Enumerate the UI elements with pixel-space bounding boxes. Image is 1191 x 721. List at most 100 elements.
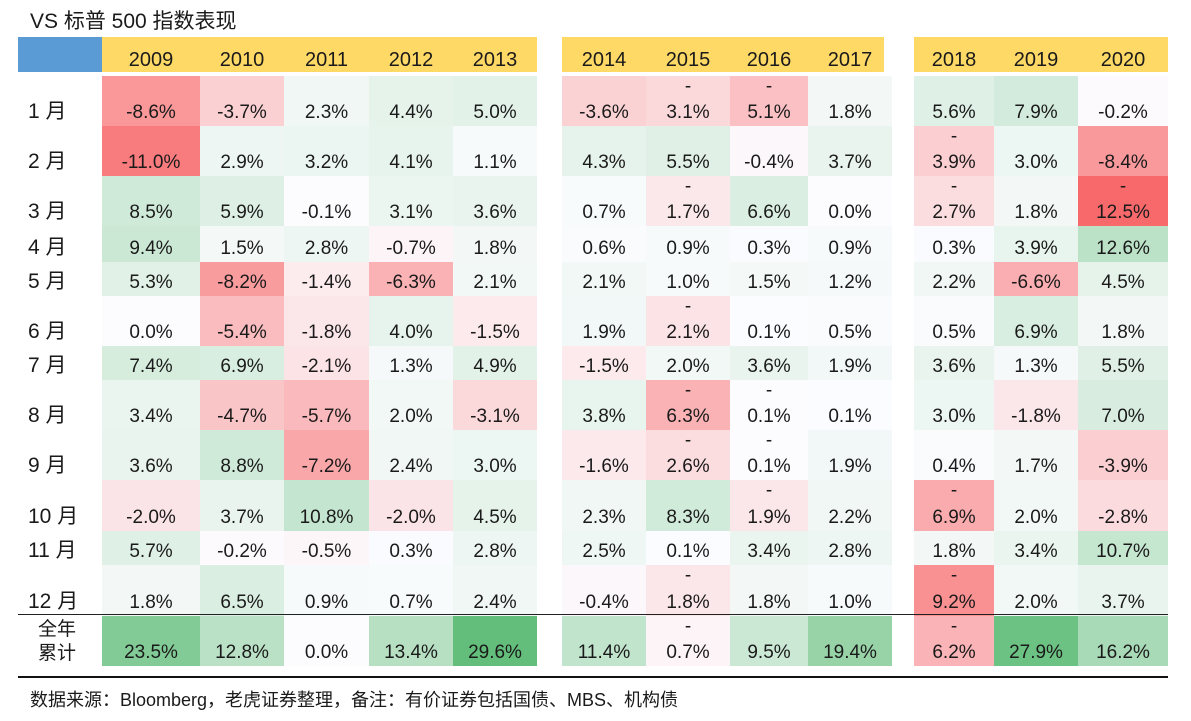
value-cell: 0.3% (369, 531, 453, 565)
value-text: 0.1% (747, 406, 791, 427)
year-header-2018: 2018 (931, 49, 977, 71)
value-cell: - 0.7% (646, 616, 730, 666)
value-cell: 0.7% (369, 565, 453, 616)
value-text: 2.9% (220, 152, 264, 173)
value-text: 5.0% (473, 102, 517, 123)
value-text: 2.3% (304, 102, 349, 123)
value-text: 2.5% (582, 541, 626, 562)
value-text: 16.2% (1096, 642, 1150, 663)
value-text: -1.4% (301, 272, 352, 293)
value-cell: 9.5% (730, 616, 808, 666)
value-text: -0.5% (301, 541, 352, 562)
value-text: 12.8% (215, 642, 269, 663)
value-text: 0.9% (828, 238, 872, 259)
value-text: 2.6% (666, 456, 710, 477)
minus-sign: - (684, 76, 692, 97)
minus-sign: - (684, 565, 692, 586)
value-text: 0.1% (747, 456, 791, 477)
value-text: 4.9% (473, 356, 517, 377)
value-cell: 8.8% (200, 430, 284, 480)
value-text: 1.8% (666, 592, 710, 613)
value-cell: 0.3% (730, 226, 808, 262)
minus-sign: - (950, 176, 958, 197)
value-cell: 2.3% (562, 480, 646, 531)
value-text: 0.0% (828, 202, 872, 223)
value-text: 1.8% (1101, 322, 1145, 343)
value-text: -8.4% (1098, 152, 1148, 173)
year-header-2020: 2020 (1100, 49, 1146, 71)
value-cell: 5.0% (453, 76, 537, 126)
value-text: 1.5% (220, 238, 264, 259)
value-cell: 2.2% (808, 480, 892, 531)
value-text: 3.9% (932, 152, 976, 173)
value-text: 0.5% (828, 322, 872, 343)
value-text: 5.9% (220, 202, 264, 223)
value-text: 6.5% (220, 592, 264, 613)
value-cell: -3.1% (453, 380, 537, 430)
value-text: 3.8% (582, 406, 626, 427)
value-text: 5.7% (129, 541, 173, 562)
source-note: 数据来源：Bloomberg，老虎证券整理，备注：有价证券包括国债、MBS、机构… (30, 690, 679, 710)
minus-sign: - (684, 176, 692, 197)
value-text: 3.1% (389, 202, 433, 223)
value-text: 2.2% (828, 507, 872, 528)
value-cell: 0.5% (914, 296, 994, 346)
value-text: 2.8% (304, 238, 349, 259)
value-cell: -0.4% (730, 126, 808, 176)
value-text: 13.4% (384, 642, 438, 663)
value-cell: 12.8% (200, 616, 284, 666)
value-text: 3.6% (932, 356, 976, 377)
value-text: 2.0% (1014, 507, 1058, 528)
year-header-bar-3 (914, 37, 1168, 72)
value-cell: 1.2% (808, 262, 892, 296)
value-text: 4.5% (473, 507, 517, 528)
minus-sign: - (765, 480, 773, 501)
value-cell: 29.6% (453, 616, 537, 666)
value-text: -0.2% (217, 541, 267, 562)
value-text: 1.8% (828, 102, 872, 123)
value-cell: 2.3% (284, 76, 369, 126)
value-cell: 5.3% (102, 262, 200, 296)
value-cell: 2.4% (453, 565, 537, 616)
value-cell: 5.7% (102, 531, 200, 565)
minus-sign: - (765, 430, 773, 451)
value-cell: -7.2% (284, 430, 369, 480)
value-text: 1.7% (666, 202, 710, 223)
value-text: 2.0% (389, 406, 433, 427)
value-cell: 1.9% (562, 296, 646, 346)
value-cell: 4.1% (369, 126, 453, 176)
value-text: 1.8% (473, 238, 517, 259)
value-cell: 6.5% (200, 565, 284, 616)
row-label-month: 4 月 (28, 236, 67, 259)
value-cell: 3.7% (200, 480, 284, 531)
value-cell: 3.7% (808, 126, 892, 176)
value-cell: 0.1% (730, 296, 808, 346)
value-text: 3.9% (1014, 238, 1058, 259)
value-cell: 2.8% (284, 226, 369, 262)
value-text: -8.2% (217, 272, 267, 293)
year-header-2014: 2014 (581, 49, 627, 71)
value-text: 3.0% (1014, 152, 1058, 173)
value-cell: 10.8% (284, 480, 369, 531)
value-text: -1.8% (301, 322, 352, 343)
value-text: 12.6% (1096, 238, 1150, 259)
value-cell: 3.9% (994, 226, 1078, 262)
value-text: 1.7% (1014, 456, 1058, 477)
minus-sign: - (1119, 176, 1127, 197)
value-cell: -3.6% (562, 76, 646, 126)
value-text: -2.8% (1098, 507, 1148, 528)
value-text: -6.3% (386, 272, 436, 293)
value-text: 5.6% (932, 102, 976, 123)
value-cell: 23.5% (102, 616, 200, 666)
year-header-bar-2 (562, 37, 884, 72)
value-cell: 1.9% (808, 346, 892, 380)
value-text: 3.6% (473, 202, 517, 223)
value-cell: - 2.6% (646, 430, 730, 480)
value-cell: -4.7% (200, 380, 284, 430)
row-label-month: 6 月 (28, 320, 67, 343)
value-cell: 4.9% (453, 346, 537, 380)
value-text: 4.5% (1101, 272, 1145, 293)
value-cell: - 6.9% (914, 480, 994, 531)
value-text: 1.8% (129, 592, 173, 613)
value-text: 12.5% (1096, 202, 1150, 223)
